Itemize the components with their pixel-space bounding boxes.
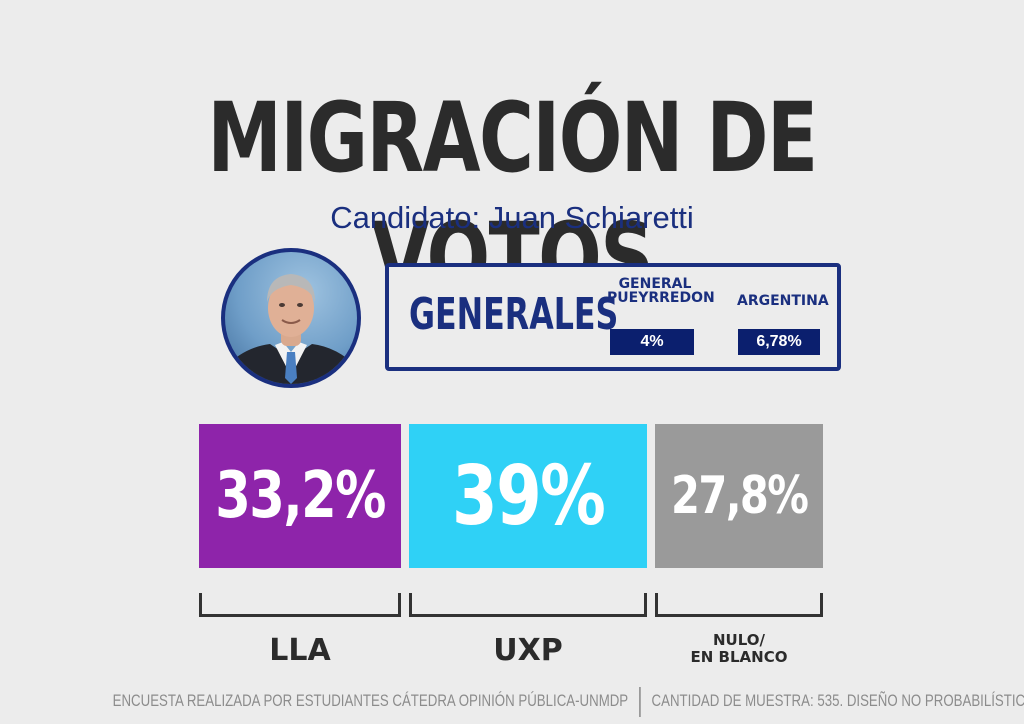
category-label-uxp: UXP	[493, 633, 563, 668]
page-title: MIGRACIÓN DE VOTOS	[207, 82, 818, 314]
bar-value-uxp: 39%	[451, 448, 606, 544]
footer-survey-text: ENCUESTA REALIZADA POR ESTUDIANTES CÁTED…	[112, 691, 629, 710]
bar-value-lla: 33,2%	[215, 459, 386, 533]
region-value-general-pueyrredon: 4%	[610, 329, 694, 355]
category-label-lla: LLA	[269, 633, 331, 668]
bracket-uxp	[409, 593, 647, 617]
generales-label: GENERALES	[409, 289, 619, 340]
bracket-lla	[199, 593, 401, 617]
bar-lla: 33,2%	[199, 424, 401, 568]
region-name-general-pueyrredon: GENERAL PUEYRREDON	[607, 276, 715, 306]
bar-uxp: 39%	[409, 424, 647, 568]
footer-sample-text: CANTIDAD DE MUESTRA: 535. DISEÑO NO PROB…	[651, 691, 1024, 710]
region-value-argentina: 6,78%	[738, 329, 820, 355]
footer-note: ENCUESTA REALIZADA POR ESTUDIANTES CÁTED…	[112, 683, 1024, 719]
category-label-nulo-en-blanco: NULO/ EN BLANCO	[690, 631, 788, 666]
footer-separator	[639, 686, 641, 717]
bar-nulo-en-blanco: 27,8%	[655, 424, 823, 568]
candidate-subtitle: Candidato: Juan Schiaretti	[330, 200, 694, 235]
bar-value-nulo-en-blanco: 27,8%	[670, 466, 809, 526]
candidate-photo	[221, 248, 361, 388]
bracket-nulo-en-blanco	[655, 593, 823, 617]
generales-panel: GENERALES GENERAL PUEYRREDON 4% ARGENTIN…	[385, 263, 841, 371]
region-name-argentina: ARGENTINA	[737, 293, 829, 309]
